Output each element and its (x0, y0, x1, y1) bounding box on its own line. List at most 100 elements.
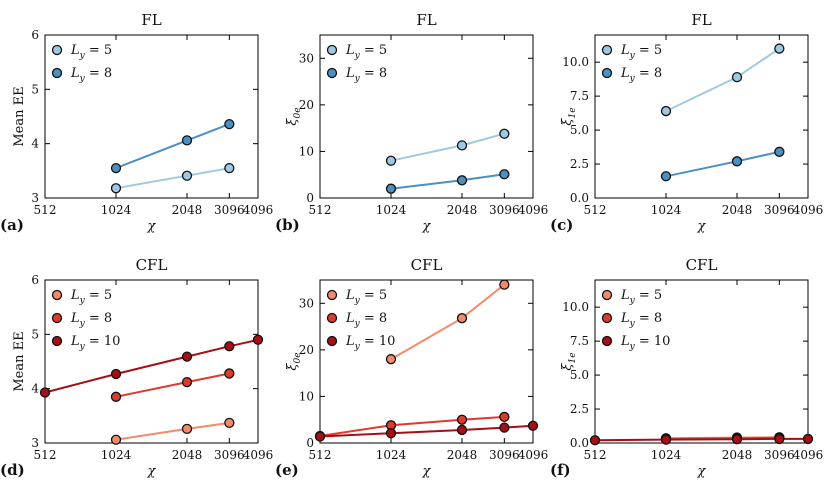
y-tick-label: 7.5 (570, 334, 589, 348)
panel-label: (e) (275, 461, 299, 479)
y-axis-label: ξ1e (560, 107, 578, 125)
x-tick-label: 3096 (489, 203, 520, 217)
legend-marker (51, 312, 63, 324)
y-tick-label: 0 (306, 436, 314, 450)
plot-frame (44, 279, 259, 444)
legend-label: Ly = 5 (620, 43, 662, 61)
x-axis-label: χ (697, 219, 707, 234)
legend-marker (601, 44, 613, 56)
y-axis-label: ξ0e (285, 352, 303, 370)
x-tick-label: 4096 (518, 203, 549, 217)
legend-label: Ly = 10 (345, 334, 395, 352)
legend-label: Ly = 8 (345, 66, 387, 84)
y-tick-label: 6 (31, 28, 39, 42)
data-point (499, 411, 510, 423)
data-point (110, 434, 122, 445)
panel-label: (b) (275, 216, 300, 234)
data-point (456, 424, 468, 436)
plot-frame (319, 34, 534, 199)
y-tick-label: 20 (299, 343, 314, 357)
y-tick-label: 3 (31, 191, 39, 205)
y-tick-label: 0 (306, 191, 314, 205)
legend-marker (601, 335, 613, 347)
data-point (385, 155, 397, 166)
chart-title: FL (416, 11, 436, 29)
series-line (665, 47, 780, 113)
chart-title: FL (691, 11, 711, 29)
x-tick-label: 4096 (243, 448, 274, 462)
legend-marker (51, 335, 63, 347)
legend-label: Ly = 5 (70, 288, 112, 306)
legend-marker (601, 312, 613, 324)
data-point (110, 368, 122, 380)
plot-frame (44, 34, 259, 199)
y-tick-label: 5 (31, 82, 39, 96)
chart-title: CFL (136, 256, 168, 274)
x-tick-label: 1024 (101, 203, 132, 217)
legend-label: Ly = 10 (620, 334, 670, 352)
y-tick-label: 5.0 (570, 368, 589, 382)
y-tick-label: 10.0 (562, 55, 589, 69)
y-tick-label: 0.0 (570, 436, 589, 450)
data-point (385, 183, 397, 194)
y-tick-label: 0.0 (570, 191, 589, 205)
data-point (660, 434, 672, 445)
data-point (385, 354, 397, 365)
data-point (224, 162, 235, 174)
x-axis-label: χ (422, 464, 432, 479)
plot-frame (319, 279, 534, 444)
panel-label: (a) (0, 216, 24, 234)
x-tick-label: 3096 (214, 203, 245, 217)
x-tick-label: 2048 (172, 203, 203, 217)
x-axis-label: χ (422, 219, 432, 234)
y-tick-label: 10.0 (562, 300, 589, 314)
panel-label: (f) (550, 461, 571, 479)
data-point (660, 105, 672, 117)
data-point (181, 376, 193, 388)
data-point (385, 428, 397, 439)
x-tick-label: 3096 (214, 448, 245, 462)
y-tick-label: 10 (299, 389, 314, 403)
x-tick-label: 2048 (447, 203, 478, 217)
x-axis-label: χ (147, 464, 157, 479)
y-tick-label: 4 (31, 382, 39, 396)
x-axis-label: χ (147, 219, 157, 234)
legend-marker (51, 67, 63, 79)
x-tick-label: 512 (584, 203, 607, 217)
data-point (224, 118, 235, 130)
x-tick-label: 1024 (101, 448, 132, 462)
legend-marker (326, 289, 338, 301)
data-point (499, 422, 510, 433)
panel-label: (d) (0, 461, 25, 479)
data-point (110, 391, 122, 402)
x-tick-label: 3096 (764, 203, 795, 217)
x-tick-label: 1024 (376, 448, 407, 462)
data-point (181, 170, 193, 181)
legend-marker (51, 289, 63, 301)
data-point (774, 433, 785, 445)
y-axis-label: ξ1e (560, 352, 578, 370)
x-tick-label: 4096 (793, 448, 824, 462)
legend-marker (51, 44, 63, 56)
data-point (731, 71, 743, 83)
y-tick-label: 7.5 (570, 89, 589, 103)
series-line (115, 123, 230, 170)
chart-title: CFL (686, 256, 718, 274)
x-tick-label: 512 (584, 448, 607, 462)
data-point (731, 156, 743, 167)
y-tick-label: 5.0 (570, 123, 589, 137)
y-tick-label: 4 (31, 137, 39, 151)
data-point (181, 423, 193, 435)
series-line (665, 150, 780, 178)
x-tick-label: 4096 (793, 203, 824, 217)
y-tick-label: 5 (31, 327, 39, 341)
data-point (589, 435, 601, 446)
legend-label: Ly = 8 (70, 311, 112, 329)
data-point (456, 175, 468, 186)
